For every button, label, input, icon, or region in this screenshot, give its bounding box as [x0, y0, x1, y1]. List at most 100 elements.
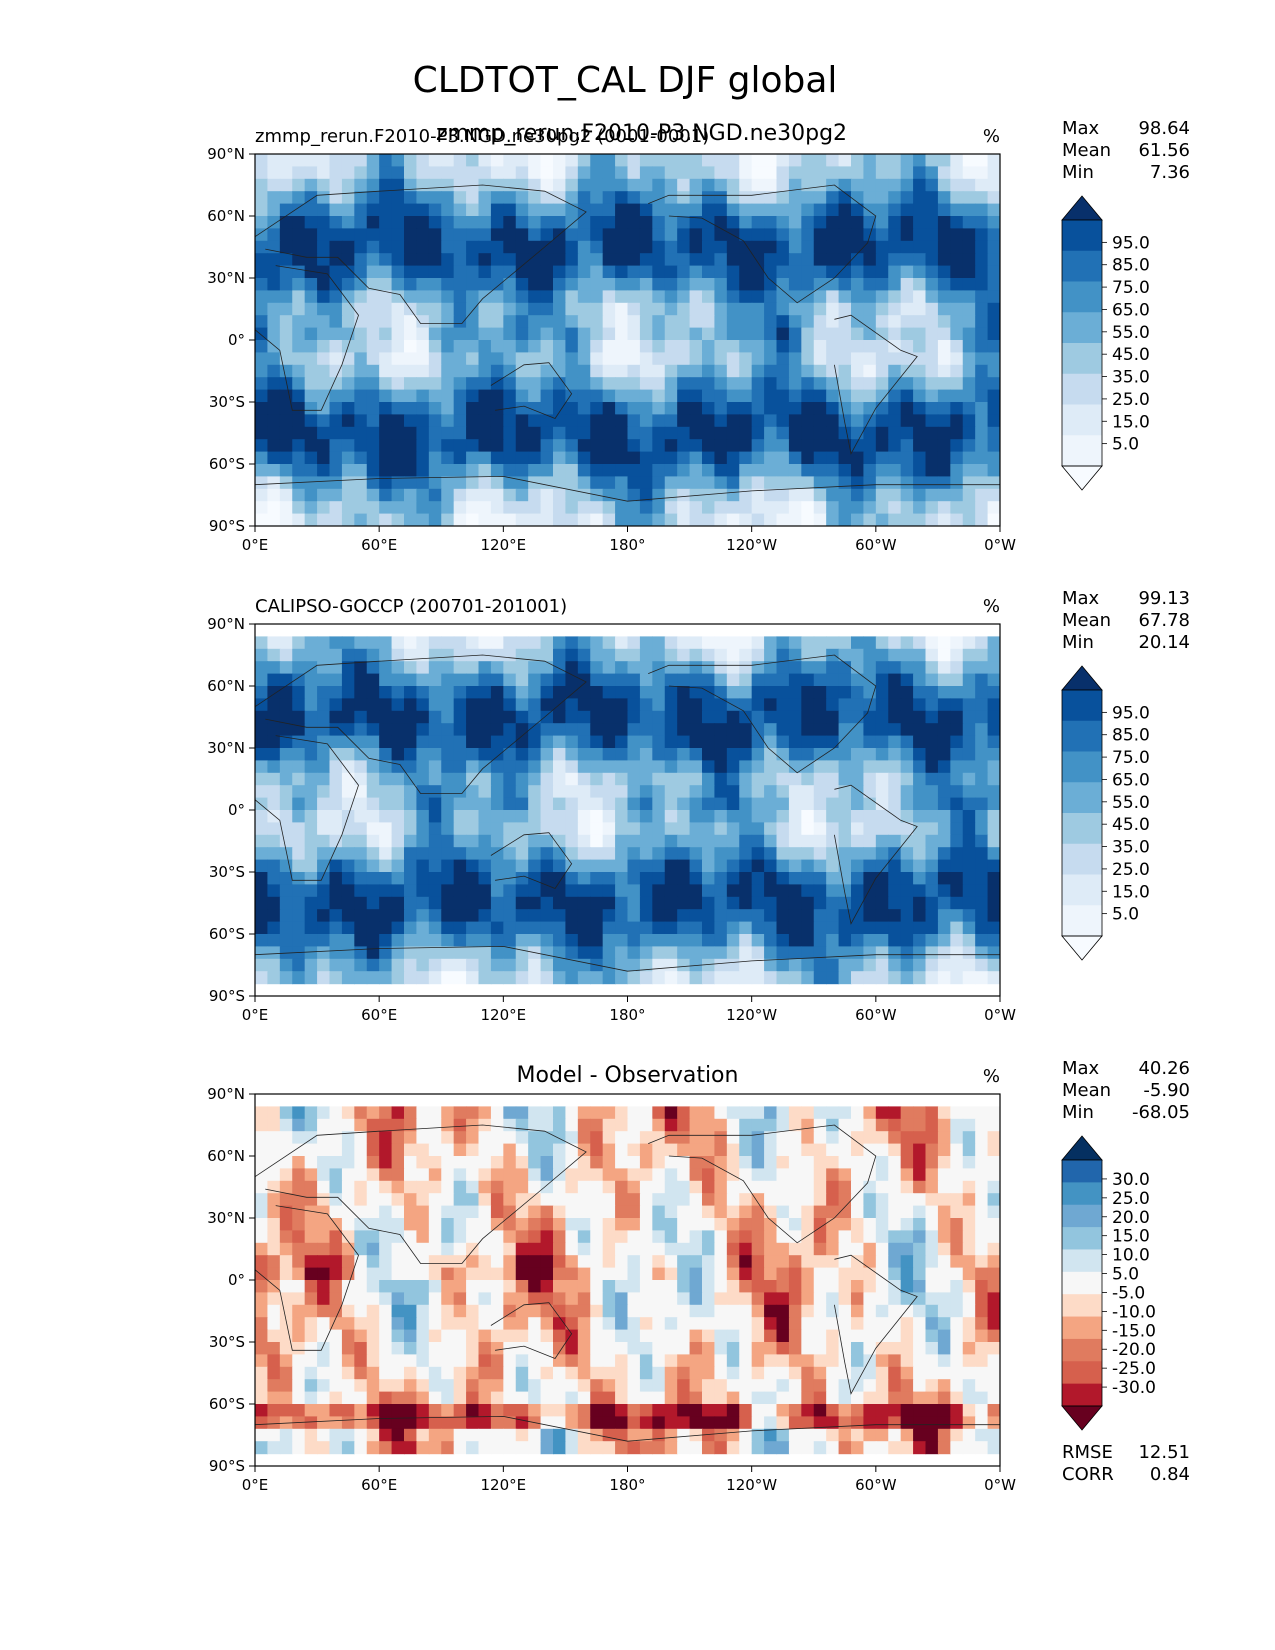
colorbar-segment	[1062, 813, 1102, 845]
stat-label: Max	[1062, 1058, 1100, 1079]
panel-2: 0°E 60°E 120°E 180° 120°W 60°W 0°W 90°N 60°N 30°N…	[207, 588, 1190, 1024]
stat-value: 7.36	[1150, 162, 1190, 183]
y-tick-label: 30°N	[207, 739, 245, 757]
map-field	[255, 1094, 1000, 1466]
colorbar-tick-label: 55.0	[1112, 793, 1150, 813]
y-tick-label: 0°	[228, 331, 245, 349]
y-tick-label: 90°N	[207, 145, 245, 163]
y-tick-label: 90°S	[209, 987, 245, 1005]
colorbar-tick-label: 35.0	[1112, 838, 1150, 858]
x-tick-label: 120°W	[726, 536, 777, 554]
stat-value: 20.14	[1138, 632, 1190, 653]
x-tick-label: 0°W	[984, 536, 1016, 554]
colorbar-segment	[1062, 1338, 1102, 1362]
y-tick-label: 30°S	[209, 393, 245, 411]
y-tick-label: 30°N	[207, 1209, 245, 1227]
colorbar-tick-label: 5.0	[1112, 435, 1139, 455]
stat-label: Max	[1062, 588, 1100, 609]
stat-label: Min	[1062, 1102, 1094, 1123]
colorbar-segment	[1062, 1182, 1102, 1206]
stat-value: 61.56	[1138, 140, 1190, 161]
colorbar-segment	[1062, 751, 1102, 783]
colorbar-tick-label: 65.0	[1112, 770, 1150, 790]
colorbar: 95.0 85.075.065.0 55.045.0 35.025.015.0 5.0	[1061, 665, 1150, 961]
colorbar-extend-min	[1061, 465, 1103, 491]
stat-label: Mean	[1062, 140, 1111, 161]
stat-label: Mean	[1062, 610, 1111, 631]
coastlines	[255, 184, 1000, 502]
colorbar-tick-label: 65.0	[1112, 300, 1150, 320]
colorbar-tick-label: -15.0	[1112, 1321, 1156, 1341]
colorbar-segment	[1062, 250, 1102, 282]
x-tick-label: 180°	[609, 1476, 645, 1494]
colorbar-segment	[1062, 1204, 1102, 1228]
y-tick-label: 60°N	[207, 1147, 245, 1165]
colorbar-segment	[1062, 312, 1102, 344]
colorbar-tick-label: 85.0	[1112, 726, 1150, 746]
colorbar-tick-label: 25.0	[1112, 1189, 1150, 1209]
colorbar-segment	[1062, 1294, 1102, 1318]
colorbar-extend-min	[1061, 935, 1103, 961]
x-tick-label: 0°E	[242, 536, 269, 554]
stat-label: Min	[1062, 162, 1094, 183]
colorbar-tick-label: 10.0	[1112, 1246, 1150, 1266]
colorbar-tick-label: 25.0	[1112, 390, 1150, 410]
colorbar-segment	[1062, 1227, 1102, 1250]
colorbar-tick-label: 30.0	[1112, 1170, 1150, 1190]
panel-title-center: Model - Observation	[517, 1063, 739, 1088]
x-tick-label: 60°W	[855, 536, 897, 554]
colorbar-segment	[1062, 404, 1102, 436]
stat-value: -5.90	[1143, 1080, 1190, 1101]
colorbar-tick-label: 5.0	[1112, 905, 1139, 925]
x-tick-label: 120°E	[481, 1006, 527, 1024]
panel-title-left: CALIPSO-GOCCP (200701-201001)	[255, 596, 567, 617]
figure-title: CLDTOT_CAL DJF global	[413, 60, 838, 101]
colorbar-tick-label: -10.0	[1112, 1302, 1156, 1322]
x-tick-label: 0°E	[242, 1476, 269, 1494]
y-tick-label: 90°S	[209, 1457, 245, 1475]
extra-stat-label: CORR	[1062, 1464, 1114, 1485]
stat-value: 67.78	[1138, 610, 1190, 631]
panel-1: 0°E 60°E 120°E 180° 120°W 60°W 0°W 90°N 60°N 30°N…	[207, 118, 1190, 554]
colorbar-tick-label: 55.0	[1112, 323, 1150, 343]
x-tick-label: 60°W	[855, 1006, 897, 1024]
colorbar-tick-label: 20.0	[1112, 1208, 1150, 1228]
panel-3: 0°E 60°E 120°E 180° 120°W 60°W 0°W 90°N 60°N 30°N…	[207, 1058, 1190, 1494]
colorbar-segment	[1062, 373, 1102, 405]
y-tick-label: 60°S	[209, 455, 245, 473]
colorbar-extend-max	[1061, 1135, 1103, 1161]
colorbar-segment	[1062, 690, 1102, 722]
colorbar-segment	[1062, 874, 1102, 906]
colorbar-extend-max	[1061, 195, 1103, 221]
colorbar: 30.025.020.015.010.05.0-5.0-10.0-15.0-20…	[1061, 1135, 1156, 1431]
y-tick-label: 0°	[228, 801, 245, 819]
colorbar-segment	[1062, 1271, 1102, 1295]
colorbar-segment	[1062, 720, 1102, 752]
y-tick-label: 60°N	[207, 677, 245, 695]
units-label: %	[983, 596, 1000, 617]
y-tick-label: 60°S	[209, 925, 245, 943]
extra-stat-value: 0.84	[1150, 1464, 1190, 1485]
colorbar-tick-label: 15.0	[1112, 412, 1150, 432]
y-tick-label: 30°N	[207, 269, 245, 287]
stat-label: Mean	[1062, 1080, 1111, 1101]
y-tick-label: 60°S	[209, 1395, 245, 1413]
colorbar-segment	[1062, 1383, 1102, 1407]
units-label: %	[983, 1066, 1000, 1087]
y-tick-label: 30°S	[209, 1333, 245, 1351]
panel-title-center: zmmp_rerun.F2010-P3.NGD.ne30pg2	[436, 121, 847, 146]
colorbar-extend-min	[1061, 1405, 1103, 1431]
coastlines	[255, 1124, 1000, 1442]
coastlines	[255, 654, 1000, 972]
x-tick-label: 180°	[609, 536, 645, 554]
colorbar-segment	[1062, 343, 1102, 375]
y-tick-label: 90°N	[207, 615, 245, 633]
stat-label: Max	[1062, 118, 1100, 139]
panel-title-left: zmmp_rerun.F2010-P3.NGD.ne30pg2 (0001-00…	[255, 126, 709, 147]
x-tick-label: 120°E	[481, 1476, 527, 1494]
colorbar-segment	[1062, 1160, 1102, 1183]
colorbar-tick-label: 15.0	[1112, 882, 1150, 902]
y-tick-label: 30°S	[209, 863, 245, 881]
colorbar-segment	[1062, 843, 1102, 875]
